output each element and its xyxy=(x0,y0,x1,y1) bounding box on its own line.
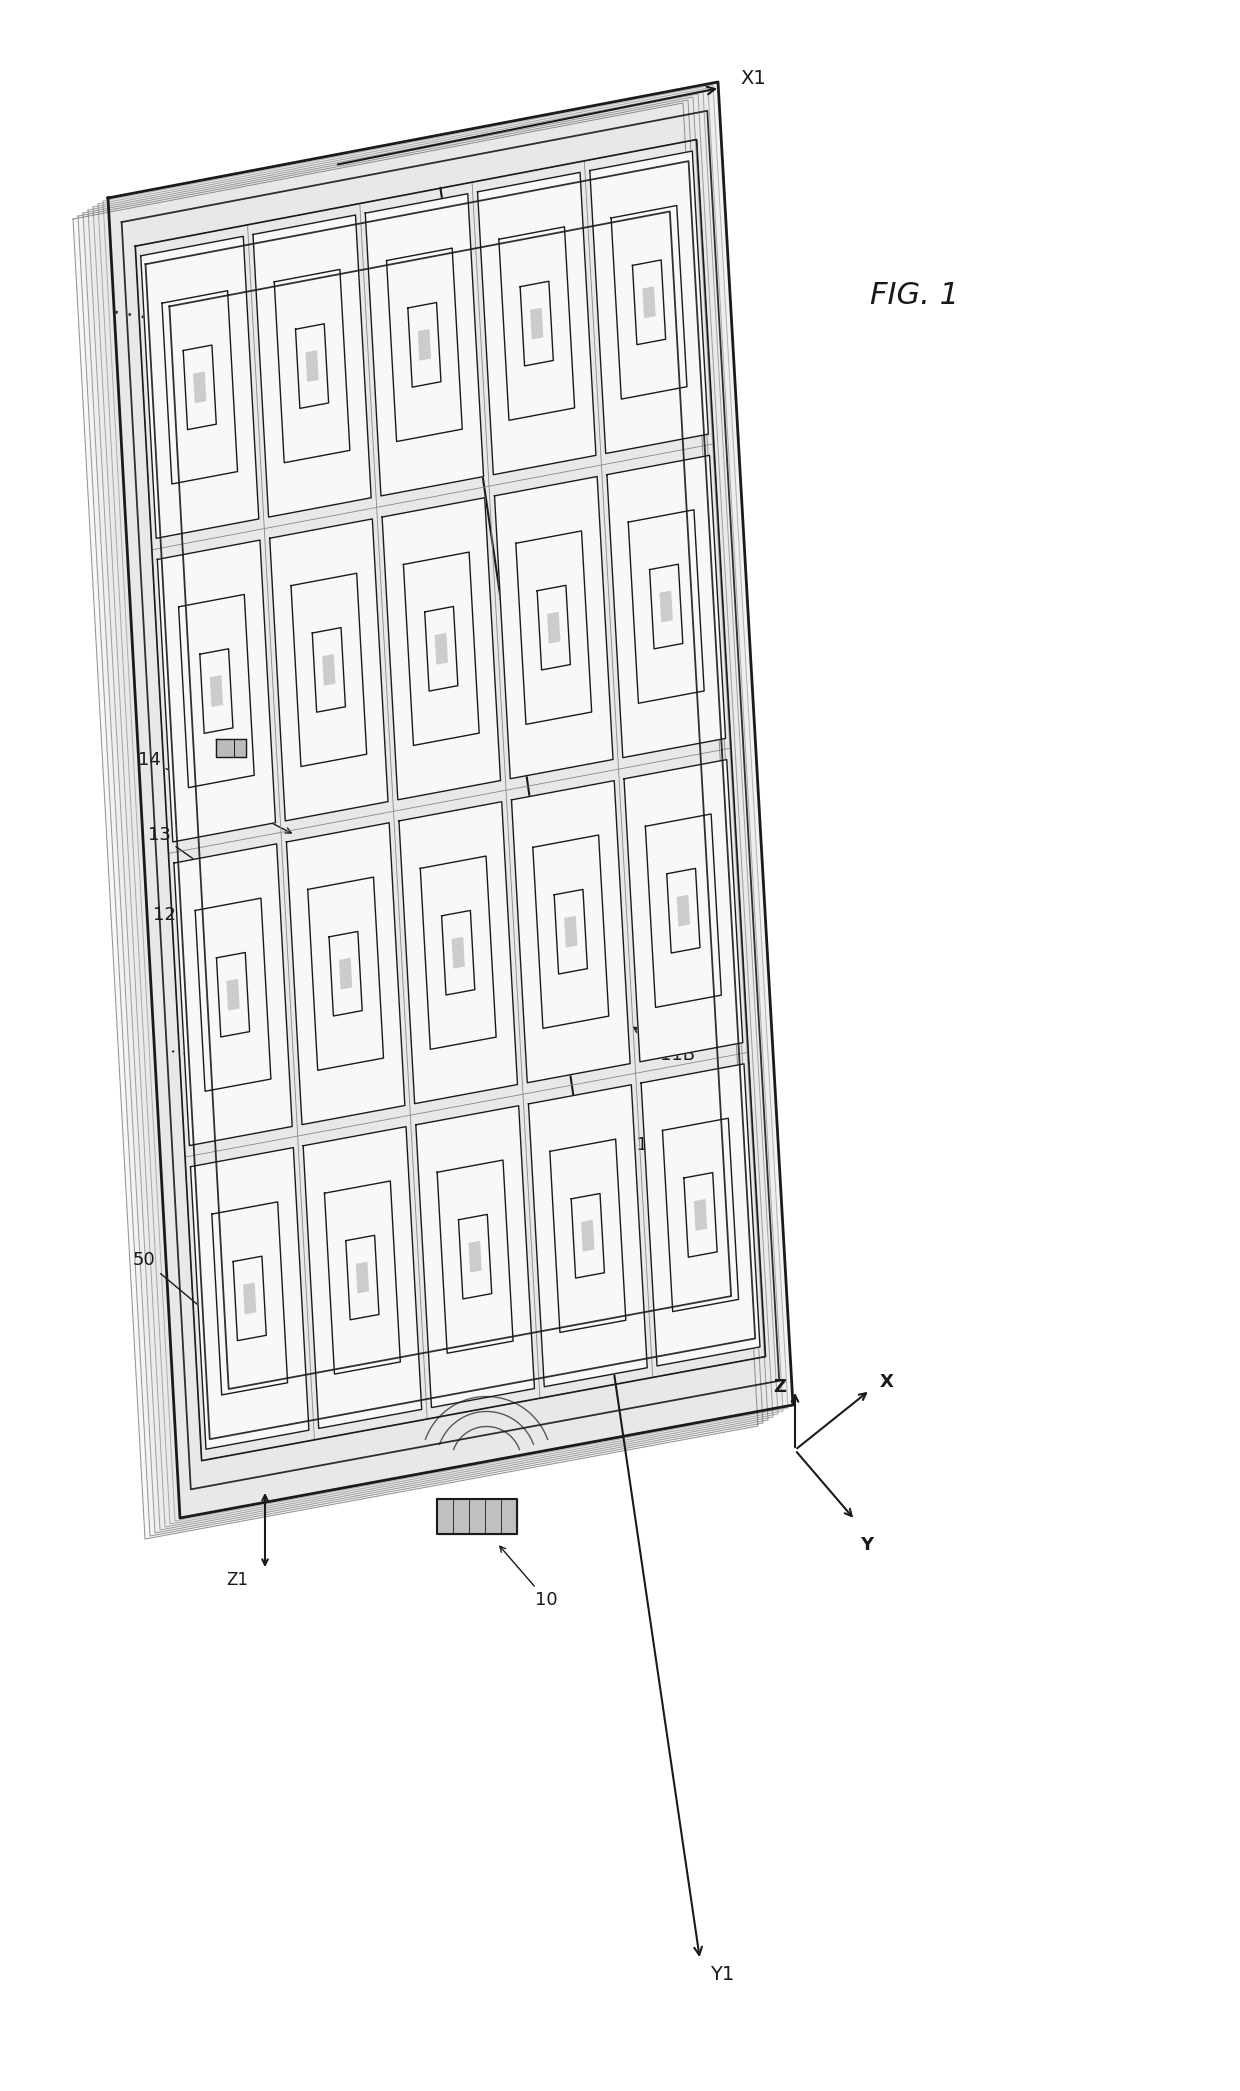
Polygon shape xyxy=(528,1085,647,1386)
Polygon shape xyxy=(624,759,743,1062)
Polygon shape xyxy=(191,1148,309,1449)
Polygon shape xyxy=(418,330,430,360)
Polygon shape xyxy=(438,1499,517,1535)
Polygon shape xyxy=(244,1284,255,1313)
Polygon shape xyxy=(306,351,317,381)
Polygon shape xyxy=(511,780,630,1083)
Polygon shape xyxy=(322,654,335,686)
Polygon shape xyxy=(366,194,484,496)
Polygon shape xyxy=(211,675,222,707)
Polygon shape xyxy=(565,916,577,947)
Polygon shape xyxy=(270,519,388,822)
Text: Z1: Z1 xyxy=(226,1570,248,1589)
Polygon shape xyxy=(157,539,275,843)
Polygon shape xyxy=(193,372,206,401)
Text: Y: Y xyxy=(861,1537,873,1554)
Polygon shape xyxy=(382,498,501,799)
Polygon shape xyxy=(606,456,725,757)
Polygon shape xyxy=(531,309,543,339)
Polygon shape xyxy=(641,1064,760,1365)
Polygon shape xyxy=(108,82,794,1518)
Text: 11A: 11A xyxy=(594,1117,660,1154)
Text: Y1: Y1 xyxy=(711,1966,734,1984)
Polygon shape xyxy=(677,895,689,926)
Text: FIG. 1: FIG. 1 xyxy=(870,280,959,309)
Text: 13: 13 xyxy=(148,826,277,918)
Polygon shape xyxy=(477,171,596,475)
Polygon shape xyxy=(590,151,708,454)
Polygon shape xyxy=(548,613,559,642)
Polygon shape xyxy=(98,88,782,1524)
Text: . . .: . . . xyxy=(112,297,148,322)
Polygon shape xyxy=(93,92,777,1526)
Text: 10: 10 xyxy=(500,1545,558,1608)
Polygon shape xyxy=(253,215,371,516)
Polygon shape xyxy=(340,958,352,989)
Polygon shape xyxy=(356,1263,368,1292)
Polygon shape xyxy=(141,236,259,537)
Polygon shape xyxy=(303,1127,422,1428)
Polygon shape xyxy=(469,1242,481,1271)
Polygon shape xyxy=(286,822,404,1125)
Polygon shape xyxy=(415,1106,534,1407)
Polygon shape xyxy=(660,592,672,621)
Text: 14: 14 xyxy=(138,751,291,832)
Text: 12: 12 xyxy=(153,905,272,995)
Text: 11B: 11B xyxy=(634,1027,694,1064)
Text: . .: . . xyxy=(663,870,683,891)
Polygon shape xyxy=(103,86,787,1520)
Polygon shape xyxy=(227,981,239,1010)
Text: X: X xyxy=(880,1374,894,1391)
Polygon shape xyxy=(694,1200,707,1230)
Polygon shape xyxy=(582,1221,594,1250)
Polygon shape xyxy=(495,477,613,778)
Polygon shape xyxy=(83,96,768,1533)
Text: Z: Z xyxy=(773,1378,786,1397)
Polygon shape xyxy=(453,937,464,968)
Text: X1: X1 xyxy=(740,69,766,88)
Polygon shape xyxy=(73,102,758,1539)
Text: 50: 50 xyxy=(133,1250,213,1317)
Text: 11C: 11C xyxy=(673,937,735,974)
Polygon shape xyxy=(78,100,763,1537)
Polygon shape xyxy=(88,94,773,1531)
Polygon shape xyxy=(174,845,293,1146)
Text: . . .: . . . xyxy=(170,1039,201,1062)
Polygon shape xyxy=(216,740,246,757)
Polygon shape xyxy=(435,634,448,663)
Polygon shape xyxy=(399,801,517,1104)
Polygon shape xyxy=(644,286,655,318)
